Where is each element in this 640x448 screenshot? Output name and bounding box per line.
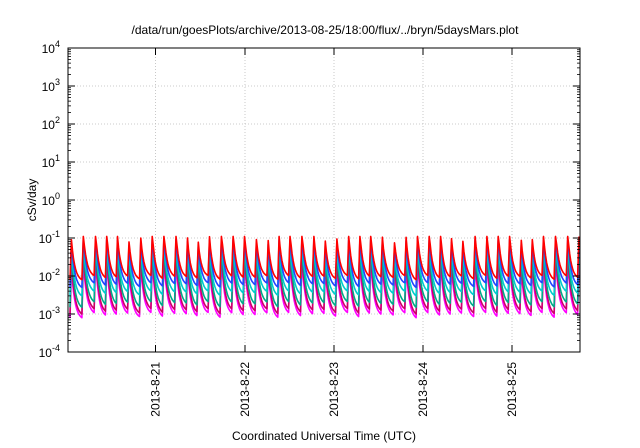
y-tick-label-base: 10 — [39, 270, 53, 284]
y-tick-label: 102 — [42, 115, 60, 132]
x-tick-label: 2013-8-23 — [327, 362, 341, 417]
y-tick-label-exponent: 4 — [55, 39, 60, 49]
chart-title: /data/run/goesPlots/archive/2013-08-25/1… — [132, 23, 520, 37]
y-tick-label-exponent: -2 — [52, 267, 60, 277]
x-tick-label: 2013-8-22 — [238, 362, 252, 417]
x-tick-label: 2013-8-21 — [149, 362, 163, 417]
y-tick-label: 10-4 — [39, 343, 60, 360]
series-line — [69, 235, 580, 281]
series-layer — [69, 235, 580, 319]
y-tick-label-exponent: -1 — [52, 229, 60, 239]
y-tick-label-exponent: -4 — [52, 343, 60, 353]
y-tick-label-base: 10 — [42, 80, 56, 94]
y-tick-label: 101 — [42, 153, 60, 170]
y-tick-label: 103 — [42, 77, 60, 94]
y-tick-label-exponent: -3 — [52, 305, 60, 315]
y-tick-label-base: 10 — [42, 118, 56, 132]
y-tick-label-base: 10 — [42, 194, 56, 208]
y-tick-label: 104 — [42, 39, 60, 56]
y-tick-label-base: 10 — [39, 308, 53, 322]
y-tick-label: 100 — [42, 191, 60, 208]
x-tick-label: 2013-8-24 — [416, 362, 430, 417]
y-tick-label-base: 10 — [39, 346, 53, 360]
y-axis-title: cSv/day — [25, 179, 39, 222]
y-tick-label: 10-3 — [39, 305, 60, 322]
y-tick-label-base: 10 — [42, 42, 56, 56]
x-axis-title: Coordinated Universal Time (UTC) — [232, 429, 416, 443]
axes-layer: 10410310210110010-110-210-310-42013-8-21… — [39, 39, 580, 417]
y-tick-label-exponent: 1 — [55, 153, 60, 163]
y-tick-label-exponent: 3 — [55, 77, 60, 87]
x-tick-label: 2013-8-25 — [505, 362, 519, 417]
y-tick-label-exponent: 2 — [55, 115, 60, 125]
y-tick-label-base: 10 — [39, 232, 53, 246]
y-tick-label: 10-1 — [39, 229, 60, 246]
y-tick-label-exponent: 0 — [55, 191, 60, 201]
y-tick-label-base: 10 — [42, 156, 56, 170]
y-tick-label: 10-2 — [39, 267, 60, 284]
